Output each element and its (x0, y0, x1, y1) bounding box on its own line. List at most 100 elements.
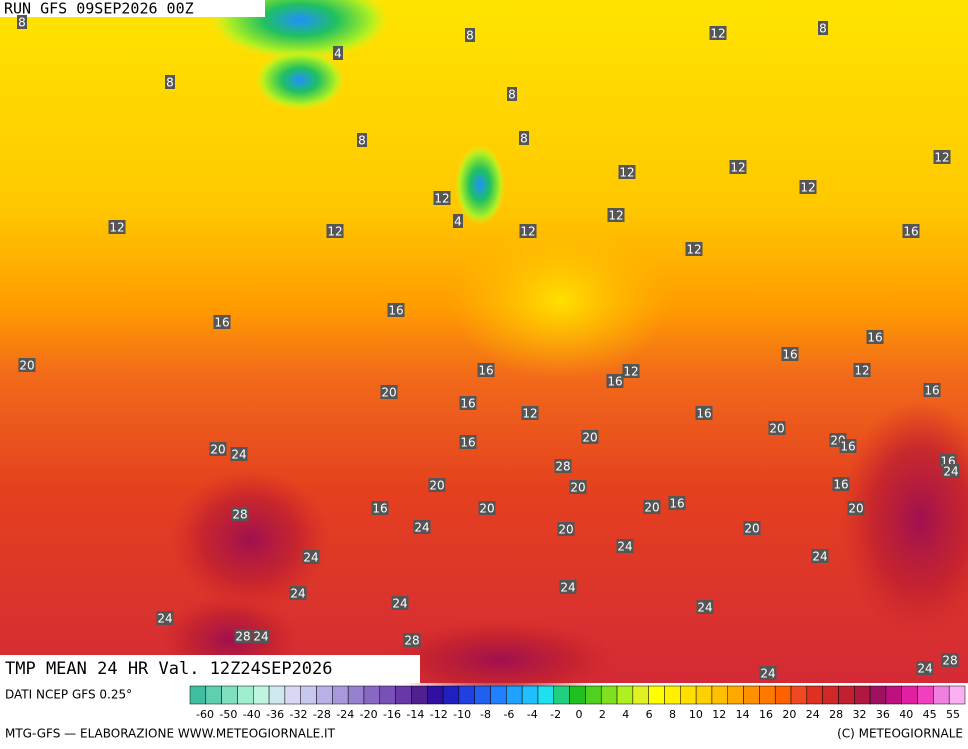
colorbar-swatch (379, 685, 396, 705)
colorbar-swatch (648, 685, 665, 705)
colorbar-tick-label: -2 (550, 708, 561, 721)
colorbar-swatch (632, 685, 649, 705)
colorbar-swatch (189, 685, 207, 705)
colorbar-tick-label: 55 (946, 708, 960, 721)
contour-label-box (832, 477, 850, 491)
colorbar-tick-label: 32 (853, 708, 867, 721)
colorbar-swatch (711, 685, 729, 705)
contour-label: 12 (619, 166, 634, 180)
contour-label: 12 (109, 221, 124, 235)
colorbar-swatch (347, 685, 365, 705)
contour-label: 8 (508, 88, 516, 102)
contour-label: 20 (644, 501, 659, 515)
contour-label: 24 (617, 540, 632, 554)
colorbar-swatch (695, 685, 713, 705)
contour-label-box (403, 633, 421, 647)
contour-label-box (465, 28, 475, 42)
colorbar-swatch (585, 685, 602, 705)
colorbar-swatch (727, 685, 744, 705)
contour-label: 16 (388, 304, 403, 318)
contour-label-box (108, 220, 126, 234)
colorbar-tick-label: 45 (923, 708, 937, 721)
contour-label-box (743, 521, 761, 535)
contour-label-box (668, 496, 686, 510)
contour-label: 28 (235, 630, 250, 644)
colorbar-tick-label: -40 (243, 708, 261, 721)
contour-label: 20 (19, 359, 34, 373)
colorbar-tick-label: 14 (736, 708, 750, 721)
source-label: DATI NCEP GFS 0.25° (5, 688, 132, 702)
colorbar-swatch (237, 685, 254, 705)
contour-label: 12 (710, 27, 725, 41)
contour-label: 16 (669, 497, 684, 511)
contour-label: 24 (697, 601, 712, 615)
colorbar-tick-label: 20 (782, 708, 796, 721)
contour-label-box (252, 629, 270, 643)
colorbar-tick-label: 4 (622, 708, 629, 721)
contour-label: 24 (253, 630, 268, 644)
title-box (0, 655, 420, 683)
contour-label-box (643, 500, 661, 514)
colorbar-tick-label: 12 (712, 708, 726, 721)
colorbar-swatch (774, 685, 792, 705)
colorbar-tick-label: -12 (430, 708, 448, 721)
contour-label: 12 (934, 151, 949, 165)
contour-label-box (507, 87, 517, 101)
contour-label-box (380, 385, 398, 399)
contour-label: 16 (903, 225, 918, 239)
contour-label-box (768, 421, 786, 435)
colorbar-swatch (332, 685, 349, 705)
contour-label-box (519, 224, 537, 238)
colorbar-swatch (616, 685, 634, 705)
contour-label-box (333, 46, 343, 60)
contour-label: 20 (744, 522, 759, 536)
contour-label: 20 (582, 431, 597, 445)
colorbar-swatch (901, 685, 918, 705)
colorbar-tick-label: -8 (480, 708, 491, 721)
colorbar-swatch (885, 685, 902, 705)
colorbar-tick-label: 8 (669, 708, 676, 721)
contour-label-box (357, 133, 367, 147)
contour-label-box (231, 507, 249, 521)
contour-label-box (866, 330, 884, 344)
contour-label-box (459, 435, 477, 449)
contour-label-box (839, 439, 857, 453)
map-field (0, 0, 968, 700)
contour-label: 12 (520, 225, 535, 239)
contour-label-box (695, 406, 713, 420)
contour-label-box (923, 383, 941, 397)
contour-label: 16 (782, 348, 797, 362)
colorbar-swatch (316, 685, 333, 705)
contour-label: 16 (478, 364, 493, 378)
contour-label: 20 (429, 479, 444, 493)
contour-label-box (616, 539, 634, 553)
contour-label: 12 (686, 243, 701, 257)
colorbar-swatch (506, 685, 523, 705)
contour-label-box (213, 315, 231, 329)
colorbar-tick-label: -10 (453, 708, 471, 721)
contour-label: 20 (769, 422, 784, 436)
contour-label: 20 (479, 502, 494, 516)
contour-label: 12 (800, 181, 815, 195)
colorbar-swatch (600, 685, 618, 705)
contour-label-box (230, 447, 248, 461)
colorbar-swatch (838, 685, 855, 705)
colorbar-tick-label: -32 (290, 708, 308, 721)
contour-label-box (818, 21, 828, 35)
contour-label-box (453, 214, 463, 228)
colorbar-swatch (458, 685, 475, 705)
contour-label-box (554, 459, 572, 473)
colorbar-swatch (664, 685, 681, 705)
colorbar-tick-label: 36 (876, 708, 890, 721)
contour-label: 24 (917, 662, 932, 676)
contour-label-box (759, 666, 777, 680)
contour-label: 16 (924, 384, 939, 398)
contour-label-box (607, 208, 625, 222)
contour-label-box (371, 501, 389, 515)
colorbar-swatch (363, 685, 381, 705)
contour-label: 8 (166, 76, 174, 90)
contour-label-box (387, 303, 405, 317)
colorbar-tick-label: -36 (266, 708, 284, 721)
contour-label-box (729, 160, 747, 174)
contour-label: 24 (414, 521, 429, 535)
